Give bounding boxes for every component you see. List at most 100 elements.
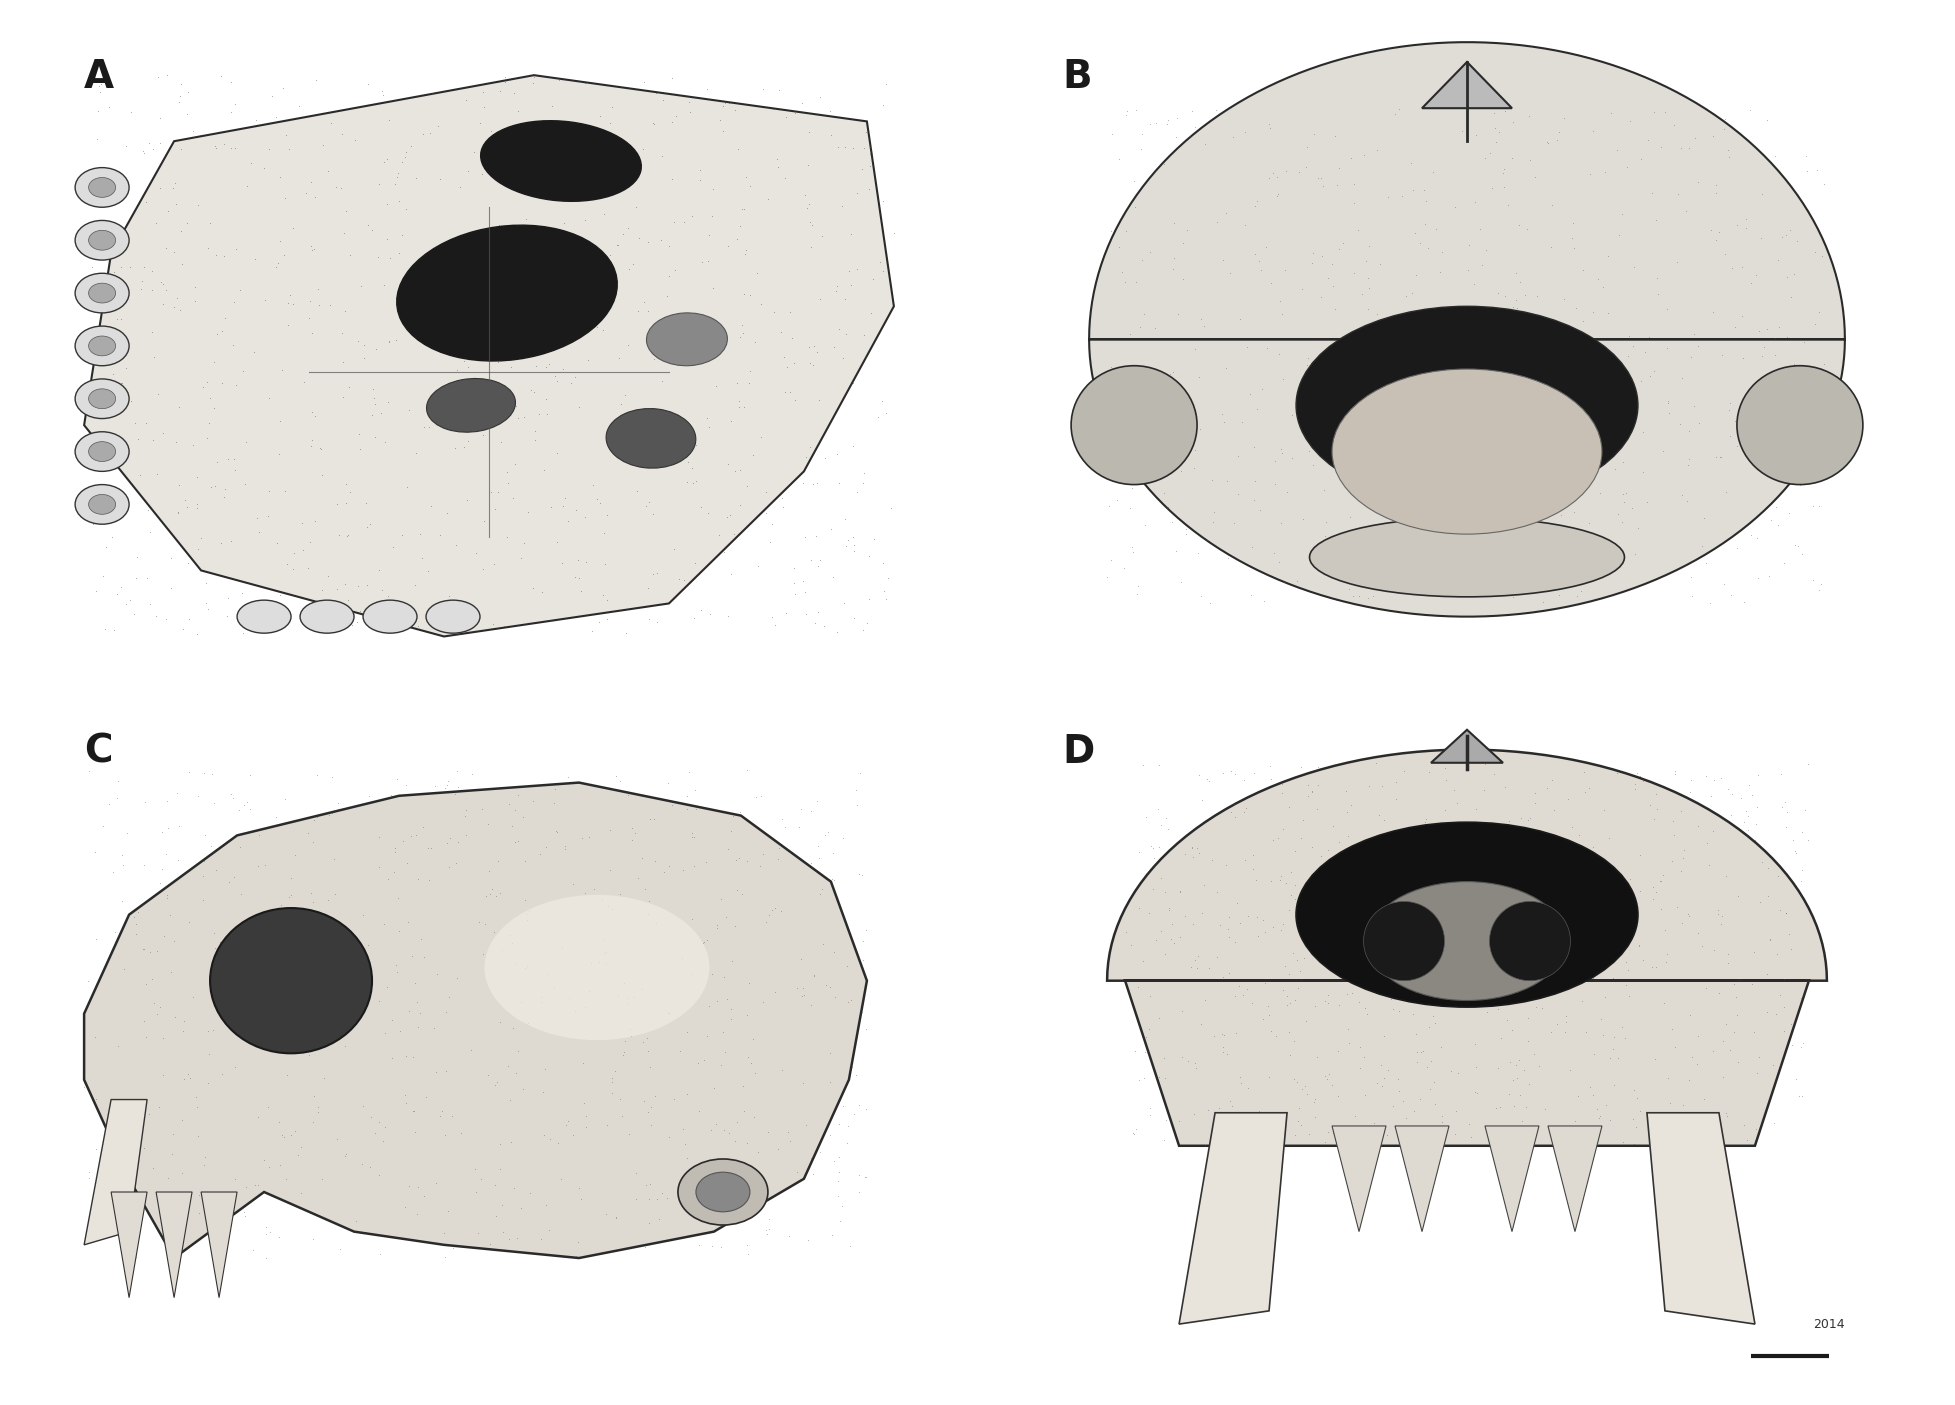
Point [1271, 481, 1302, 503]
Point [1675, 1045, 1707, 1068]
Point [616, 1024, 647, 1047]
Point [1351, 461, 1382, 483]
Point [1322, 877, 1353, 899]
Point [346, 1152, 377, 1175]
Point [1566, 402, 1597, 424]
Point [149, 924, 180, 947]
Point [1496, 296, 1527, 319]
Point [1365, 774, 1396, 797]
Point [473, 1064, 504, 1086]
Point [1292, 544, 1324, 566]
Point [342, 423, 373, 445]
Point [1527, 590, 1558, 613]
Point [1449, 839, 1480, 861]
Point [1728, 799, 1760, 822]
Point [252, 912, 283, 934]
Point [1171, 523, 1202, 545]
Point [1623, 880, 1654, 902]
Point [182, 1096, 213, 1118]
Point [221, 239, 252, 261]
Point [1738, 829, 1769, 851]
Point [135, 521, 166, 544]
Point [264, 410, 295, 433]
Point [293, 531, 325, 554]
Point [753, 1208, 784, 1231]
Point [74, 1166, 106, 1189]
Point [321, 932, 352, 954]
Point [1476, 922, 1507, 944]
Point [549, 486, 581, 509]
Point [770, 105, 802, 128]
Point [137, 280, 168, 302]
Point [499, 334, 530, 357]
Point [1474, 142, 1505, 164]
Point [1304, 844, 1335, 867]
Point [673, 451, 704, 473]
Point [1398, 426, 1429, 448]
Point [1339, 1104, 1370, 1127]
Point [369, 1021, 401, 1044]
Point [1675, 769, 1707, 791]
Point [1572, 777, 1603, 799]
Point [1384, 534, 1415, 556]
Point [1570, 448, 1601, 471]
Point [792, 121, 823, 143]
Point [1253, 754, 1284, 777]
Point [1726, 1114, 1758, 1137]
Point [248, 969, 280, 992]
Point [106, 371, 137, 393]
Point [1519, 905, 1550, 927]
Point [827, 195, 858, 218]
Point [270, 124, 301, 146]
Point [1453, 969, 1484, 992]
Point [432, 774, 463, 797]
Point [512, 1012, 543, 1034]
Point [645, 1182, 676, 1204]
Point [369, 1116, 401, 1138]
Point [182, 622, 213, 645]
Point [1619, 908, 1650, 930]
Point [1425, 1035, 1456, 1058]
Point [88, 815, 119, 837]
Point [420, 308, 452, 330]
Ellipse shape [1363, 902, 1443, 981]
Point [710, 1041, 741, 1064]
Point [729, 166, 760, 188]
Point [823, 1170, 854, 1193]
Point [807, 933, 839, 955]
Point [577, 270, 608, 292]
Point [1785, 858, 1816, 881]
Polygon shape [1421, 62, 1511, 108]
Point [569, 1092, 600, 1114]
Point [1108, 271, 1140, 294]
Point [1652, 389, 1683, 412]
Point [739, 332, 770, 354]
Point [536, 96, 567, 118]
Point [1562, 1085, 1593, 1107]
Point [1519, 410, 1550, 433]
Point [1482, 1057, 1513, 1079]
Point [418, 594, 450, 617]
Point [583, 610, 614, 632]
Point [1646, 864, 1677, 887]
Point [1767, 996, 1799, 1019]
Point [1169, 517, 1200, 540]
Point [332, 589, 364, 611]
Point [1169, 905, 1200, 927]
Point [1202, 1096, 1234, 1118]
Point [1279, 888, 1310, 910]
Point [696, 962, 727, 985]
Point [276, 884, 307, 906]
Point [1447, 985, 1478, 1007]
Point [717, 523, 749, 545]
Point [1673, 1005, 1705, 1027]
Point [297, 322, 328, 344]
Point [1609, 951, 1640, 974]
Point [719, 100, 751, 122]
Point [735, 176, 766, 198]
Point [264, 229, 295, 251]
Point [403, 867, 434, 889]
Point [493, 346, 524, 368]
Point [194, 1043, 225, 1065]
Point [579, 878, 610, 901]
